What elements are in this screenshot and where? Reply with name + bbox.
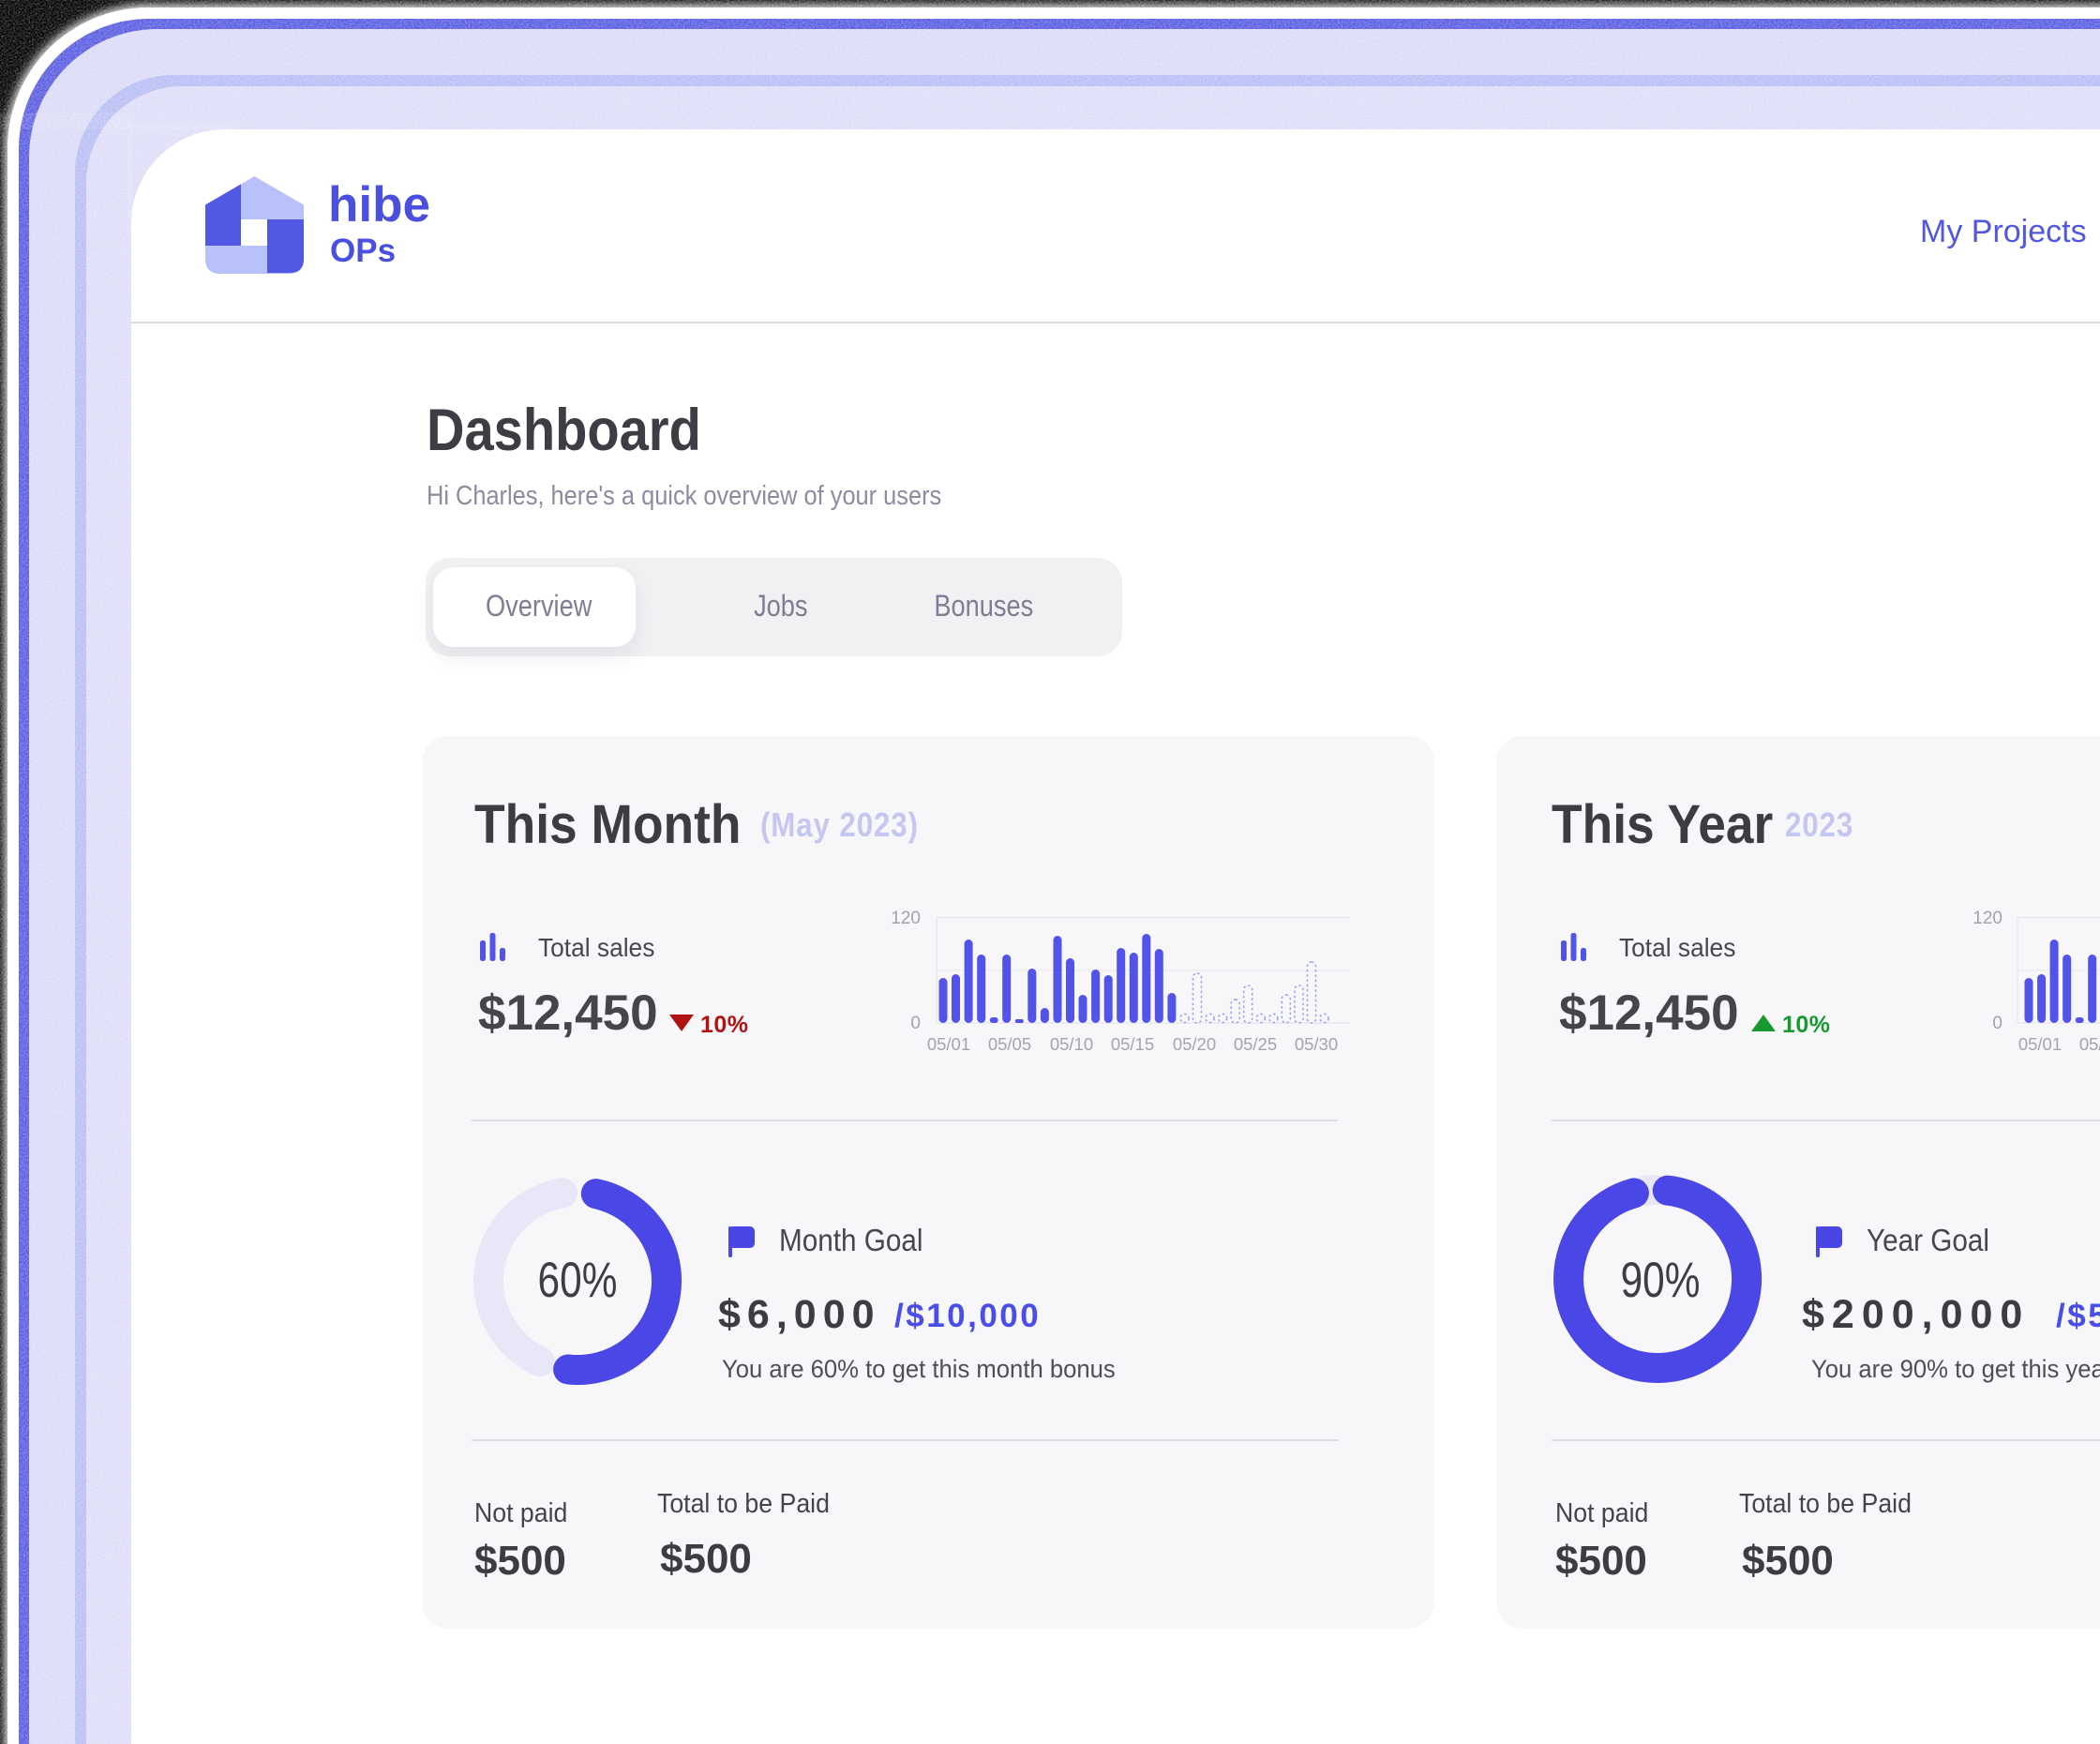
svg-text:0: 0 [910, 1014, 921, 1033]
svg-text:120: 120 [891, 909, 921, 928]
svg-text:05/25: 05/25 [1234, 1034, 1277, 1054]
svg-text:0: 0 [1992, 1014, 2002, 1033]
svg-text:05/05: 05/05 [988, 1034, 1031, 1054]
svg-text:05/15: 05/15 [1111, 1034, 1154, 1054]
svg-text:05/10: 05/10 [1050, 1034, 1093, 1054]
svg-text:05/30: 05/30 [1295, 1034, 1338, 1054]
svg-text:05/01: 05/01 [927, 1034, 970, 1054]
svg-text:05/05: 05/05 [2079, 1034, 2100, 1054]
svg-text:05/20: 05/20 [1173, 1034, 1216, 1054]
svg-text:120: 120 [1972, 909, 2002, 928]
svg-text:05/01: 05/01 [2018, 1034, 2062, 1054]
